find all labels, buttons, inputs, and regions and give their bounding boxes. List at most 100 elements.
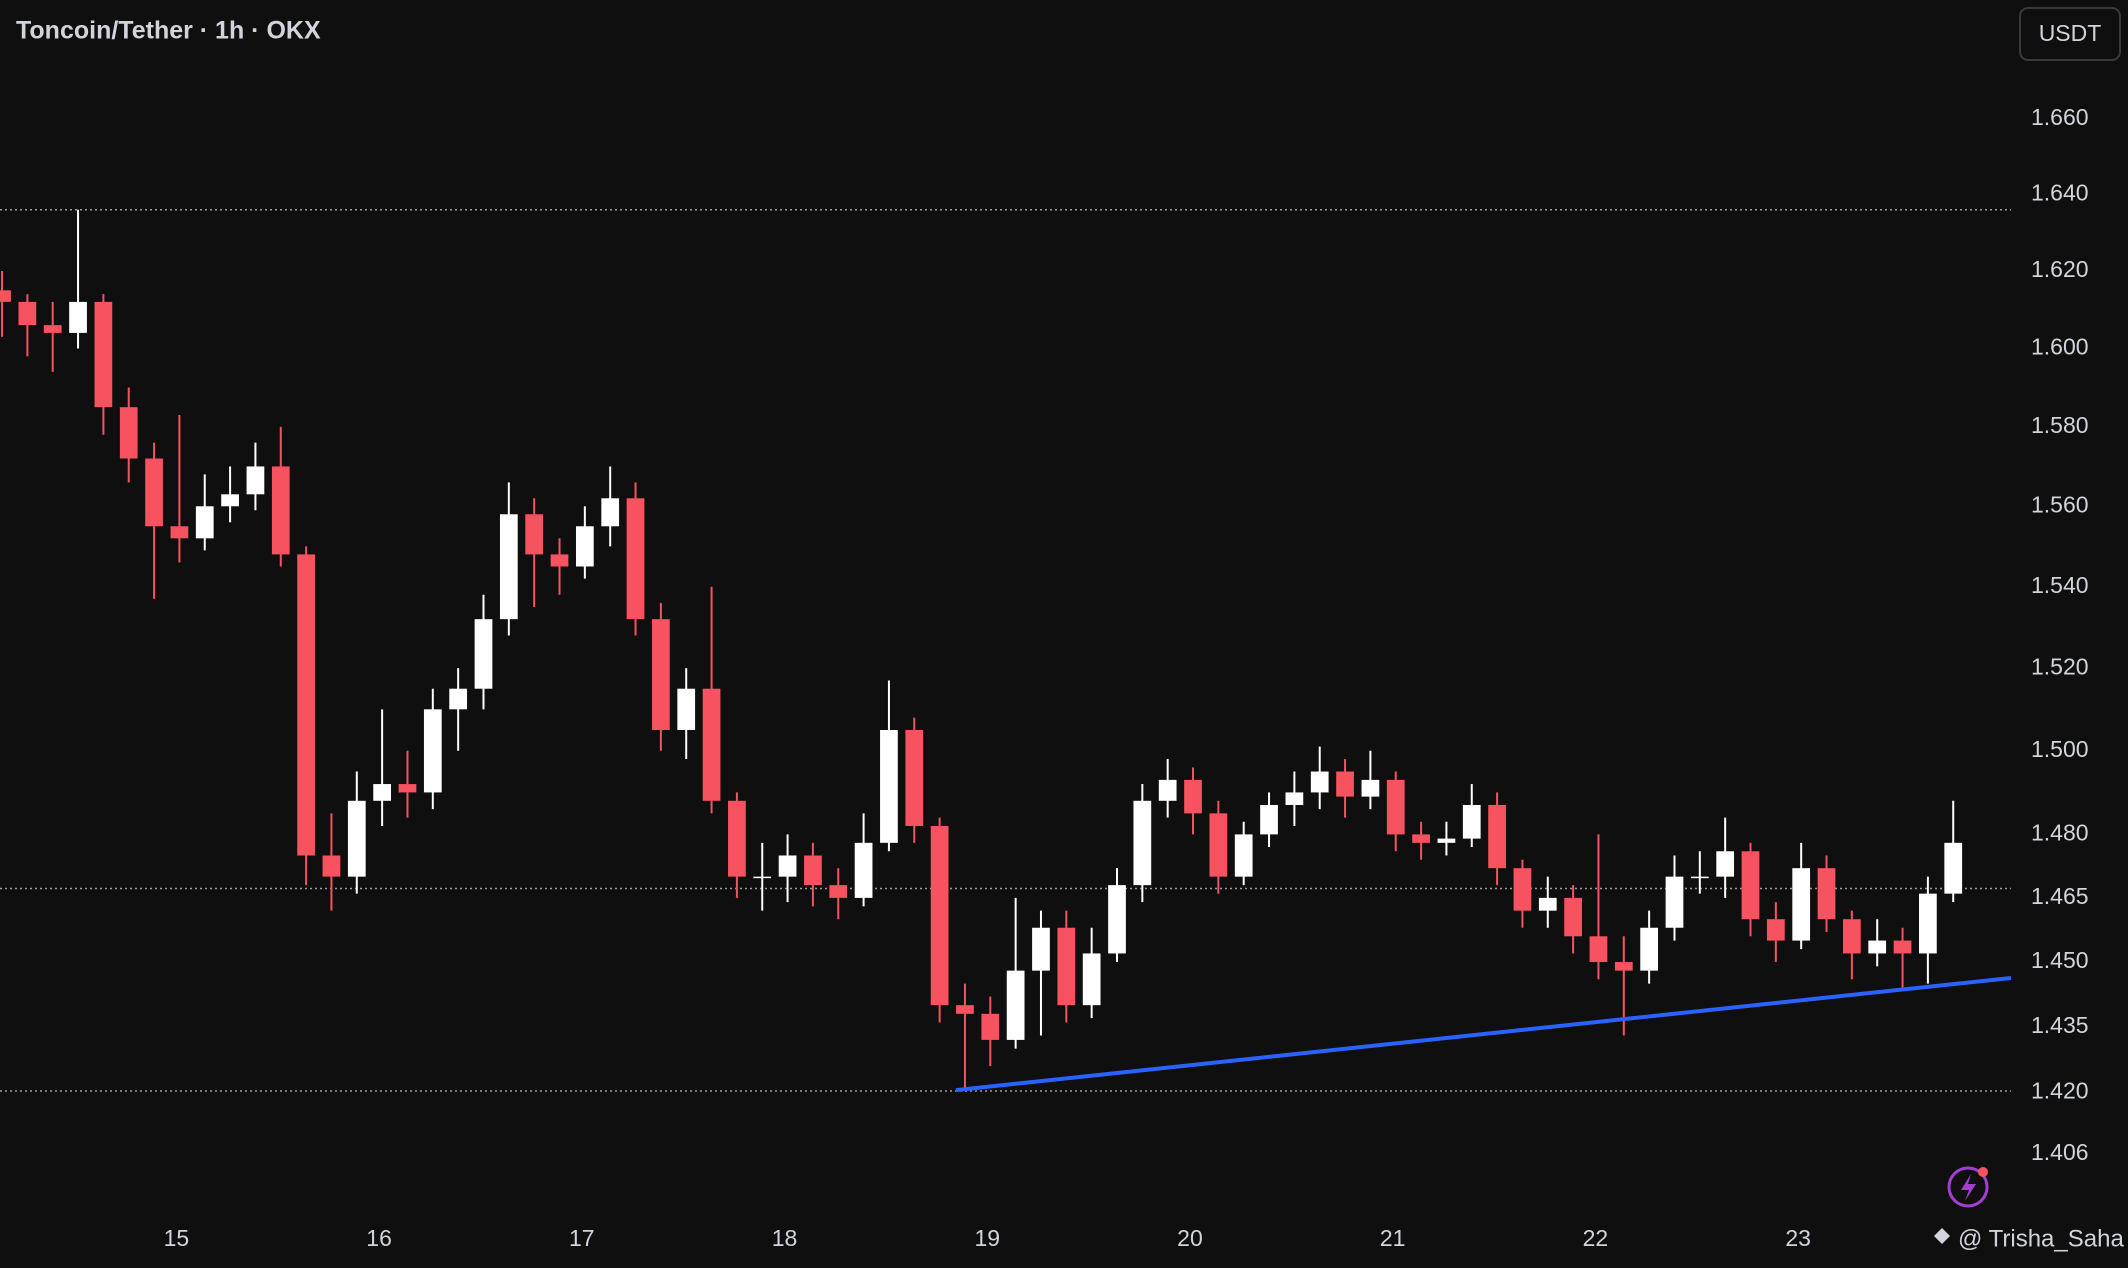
- candle-body: [880, 729, 898, 843]
- candle-body: [575, 526, 594, 567]
- chart-title: Toncoin/Tether · 1h · OKX: [16, 17, 321, 45]
- y-tick-label: 1.450: [2031, 947, 2089, 973]
- candle-body: [804, 855, 822, 886]
- candle-body: [1386, 779, 1405, 835]
- candle-body: [1285, 792, 1304, 805]
- x-tick-label: 17: [569, 1225, 595, 1251]
- candle-body: [1868, 940, 1887, 954]
- candle-body: [1893, 940, 1912, 954]
- candle-body: [1209, 813, 1228, 877]
- candle-body: [854, 842, 873, 898]
- candle-body: [1361, 779, 1380, 797]
- candle-body: [1716, 851, 1735, 877]
- x-tick-label: 21: [1380, 1225, 1406, 1251]
- candle-body: [1133, 800, 1152, 886]
- candle-body: [499, 514, 518, 620]
- lightning-icon[interactable]: [1947, 1166, 1989, 1208]
- candle-body: [1640, 927, 1659, 971]
- y-tick-label: 1.435: [2031, 1012, 2089, 1038]
- candle-body: [271, 466, 290, 555]
- x-tick-label: 18: [772, 1225, 798, 1251]
- candle-body: [18, 301, 37, 326]
- candle-body: [1690, 876, 1709, 879]
- y-tick-label: 1.480: [2031, 819, 2089, 845]
- x-tick-label: 22: [1583, 1225, 1609, 1251]
- y-tick-label: 1.500: [2031, 736, 2089, 762]
- y-tick-label: 1.406: [2031, 1139, 2089, 1165]
- candle-body: [1944, 842, 1963, 894]
- candle-body: [930, 825, 949, 1006]
- candle-body: [778, 855, 797, 877]
- candle-body: [1538, 897, 1557, 911]
- candle-body: [1919, 893, 1937, 954]
- candle-body: [1564, 897, 1582, 937]
- candle-body: [119, 407, 138, 459]
- x-tick-label: 20: [1177, 1225, 1203, 1251]
- candle-body: [1032, 927, 1050, 971]
- candle-body: [94, 301, 113, 408]
- candle-body: [1513, 868, 1532, 911]
- y-tick-label: 1.520: [2031, 653, 2089, 679]
- candle-body: [246, 466, 265, 495]
- candle-body: [1665, 876, 1684, 928]
- candle-body: [43, 325, 62, 333]
- candle-body: [905, 729, 924, 826]
- candle-body: [474, 619, 493, 689]
- candle-body: [626, 498, 645, 620]
- candle-body: [449, 688, 468, 710]
- y-tick-label: 1.560: [2031, 491, 2089, 517]
- candle-body: [956, 1005, 974, 1014]
- candle-body: [1817, 868, 1836, 920]
- x-tick-label: 23: [1785, 1225, 1811, 1251]
- candle-body: [652, 619, 670, 730]
- candle-body: [297, 554, 315, 856]
- currency-button[interactable]: [2019, 7, 2121, 61]
- plot-area: [0, 209, 2012, 1093]
- candle-body: [702, 688, 721, 801]
- currency-label[interactable]: USDT: [2039, 20, 2102, 46]
- candle-body: [1437, 838, 1456, 843]
- candle-body: [1614, 962, 1633, 971]
- candle-body: [398, 784, 417, 793]
- candle-body: [981, 1013, 1000, 1040]
- candle-body: [1462, 804, 1481, 839]
- candle-body: [69, 301, 87, 333]
- candle-body: [1234, 834, 1253, 877]
- candle-body: [1412, 834, 1430, 843]
- candle-body: [1260, 804, 1278, 835]
- candle-body: [1766, 919, 1785, 941]
- candle-body: [829, 885, 848, 898]
- candle-body: [347, 800, 366, 877]
- candle-body: [1158, 779, 1177, 801]
- candle-body: [1741, 851, 1760, 920]
- y-tick-label: 1.620: [2031, 256, 2089, 282]
- candle-body: [1082, 953, 1101, 1006]
- candle-body: [145, 458, 163, 527]
- watermark-icon: [1934, 1228, 1950, 1244]
- candle-body: [1336, 771, 1354, 797]
- candle-body: [1006, 970, 1025, 1040]
- candle-body: [1057, 927, 1076, 1006]
- candle-body: [1589, 936, 1608, 963]
- y-tick-label: 1.660: [2031, 104, 2089, 130]
- y-tick-label: 1.600: [2031, 334, 2089, 360]
- x-tick-label: 15: [164, 1225, 190, 1251]
- candle-body: [601, 498, 620, 527]
- candle-body: [753, 876, 772, 879]
- x-tick-label: 16: [366, 1225, 392, 1251]
- candle-body: [677, 688, 696, 730]
- candle-body: [1310, 771, 1329, 793]
- y-tick-label: 1.540: [2031, 572, 2089, 598]
- y-tick-label: 1.465: [2031, 883, 2089, 909]
- candle-body: [423, 709, 442, 793]
- candle-body: [1108, 885, 1126, 954]
- candle-body: [0, 290, 11, 302]
- candle-body: [195, 506, 214, 539]
- x-tick-label: 19: [974, 1225, 1000, 1251]
- trendline: [955, 975, 2012, 1093]
- y-tick-label: 1.580: [2031, 412, 2089, 438]
- candle-body: [1792, 868, 1811, 941]
- candle-body: [1488, 804, 1506, 869]
